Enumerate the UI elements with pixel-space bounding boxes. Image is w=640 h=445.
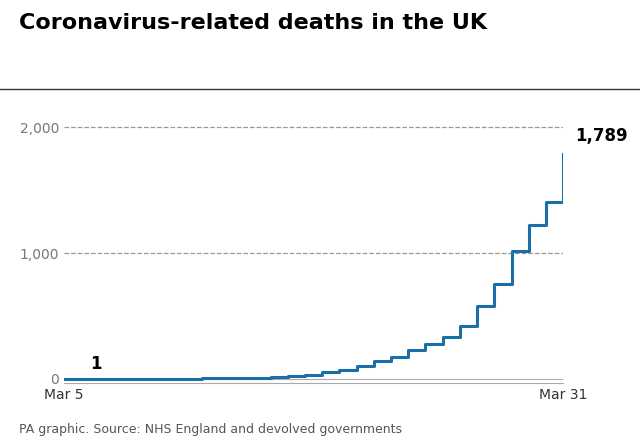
Text: PA graphic. Source: NHS England and devolved governments: PA graphic. Source: NHS England and devo… — [19, 423, 402, 436]
Text: 1,789: 1,789 — [575, 127, 628, 146]
Text: 1: 1 — [90, 355, 101, 373]
Text: Coronavirus-related deaths in the UK: Coronavirus-related deaths in the UK — [19, 13, 487, 33]
